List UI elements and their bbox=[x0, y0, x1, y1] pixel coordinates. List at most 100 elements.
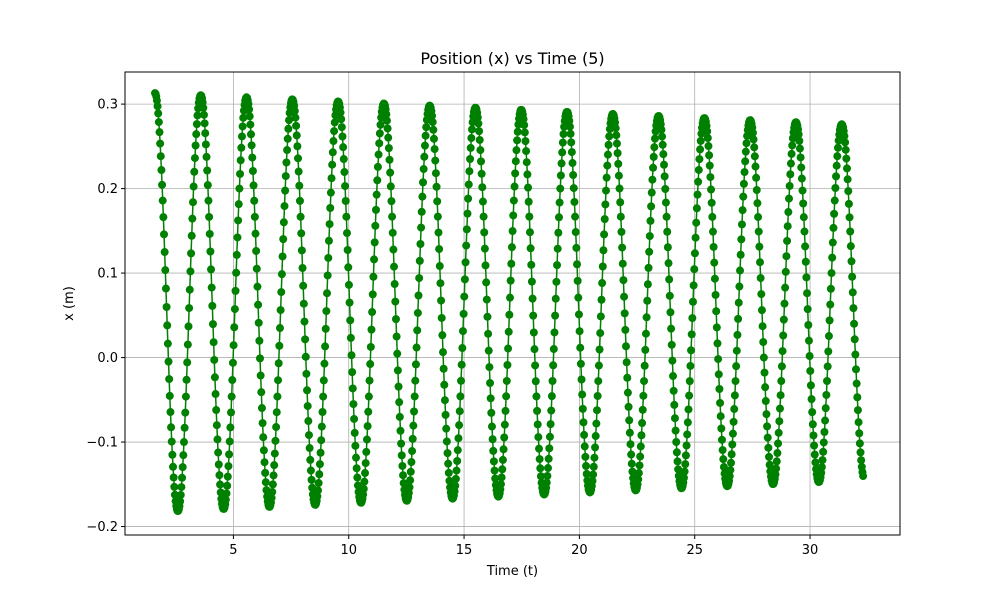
data-point bbox=[749, 135, 758, 144]
data-point bbox=[431, 169, 440, 178]
data-point bbox=[634, 469, 643, 478]
data-point bbox=[773, 449, 782, 458]
data-point bbox=[833, 143, 842, 152]
data-point bbox=[491, 474, 500, 483]
data-point bbox=[209, 338, 218, 347]
data-point bbox=[226, 423, 235, 432]
data-point bbox=[520, 128, 529, 137]
data-point bbox=[801, 242, 810, 251]
data-point bbox=[370, 255, 379, 264]
data-point bbox=[753, 199, 762, 208]
data-point bbox=[340, 168, 349, 177]
data-point bbox=[273, 392, 282, 401]
data-point bbox=[578, 390, 587, 399]
data-point bbox=[620, 292, 629, 301]
data-point bbox=[804, 320, 813, 329]
data-point bbox=[776, 391, 785, 400]
data-point bbox=[785, 181, 794, 190]
data-point bbox=[589, 462, 598, 471]
data-point bbox=[841, 145, 850, 154]
data-point bbox=[161, 284, 170, 293]
data-point bbox=[690, 265, 699, 274]
data-point bbox=[228, 358, 237, 367]
data-point bbox=[502, 376, 511, 385]
x-tick-label: 20 bbox=[571, 543, 588, 558]
data-point bbox=[166, 408, 175, 417]
data-point bbox=[634, 475, 643, 484]
data-point bbox=[811, 458, 820, 467]
data-point bbox=[163, 339, 172, 348]
data-point bbox=[339, 143, 348, 152]
data-point bbox=[433, 212, 442, 221]
data-point bbox=[714, 370, 723, 379]
data-point bbox=[307, 475, 316, 484]
data-point bbox=[506, 293, 515, 302]
data-point bbox=[522, 147, 531, 156]
data-point bbox=[489, 446, 498, 455]
data-point bbox=[154, 118, 163, 127]
data-point bbox=[382, 110, 391, 119]
data-point bbox=[728, 429, 737, 438]
data-point bbox=[301, 335, 310, 344]
data-point bbox=[489, 457, 498, 466]
data-point bbox=[458, 344, 467, 353]
data-point bbox=[803, 289, 812, 298]
data-point bbox=[639, 391, 648, 400]
data-point bbox=[228, 376, 237, 385]
data-point bbox=[383, 124, 392, 133]
data-point bbox=[600, 230, 609, 239]
data-point bbox=[556, 184, 565, 193]
data-point bbox=[303, 402, 312, 411]
data-point bbox=[834, 136, 843, 145]
data-point bbox=[442, 437, 451, 446]
data-point bbox=[820, 428, 829, 437]
data-point bbox=[330, 118, 339, 127]
data-point bbox=[305, 444, 314, 453]
data-point bbox=[710, 274, 719, 283]
data-point bbox=[520, 121, 529, 130]
data-point bbox=[443, 449, 452, 458]
data-point bbox=[480, 228, 489, 237]
data-point bbox=[415, 274, 424, 283]
data-point bbox=[390, 280, 399, 289]
y-axis-label: x (m) bbox=[62, 286, 77, 321]
data-point bbox=[671, 426, 680, 435]
data-point bbox=[156, 152, 165, 161]
data-point bbox=[413, 326, 422, 335]
data-point bbox=[752, 186, 761, 195]
data-point bbox=[342, 212, 351, 221]
data-point bbox=[714, 355, 723, 364]
data-point bbox=[429, 134, 438, 143]
data-point bbox=[533, 406, 542, 415]
data-point bbox=[687, 346, 696, 355]
data-point bbox=[367, 325, 376, 334]
data-point bbox=[165, 375, 174, 384]
data-point bbox=[534, 433, 543, 442]
data-point bbox=[844, 199, 853, 208]
data-point bbox=[431, 156, 440, 165]
data-point bbox=[428, 111, 437, 120]
data-point bbox=[451, 481, 460, 490]
data-point bbox=[473, 113, 482, 122]
data-point bbox=[326, 203, 335, 212]
data-point bbox=[828, 253, 837, 262]
data-point bbox=[199, 103, 208, 112]
data-point bbox=[535, 455, 544, 464]
data-point bbox=[348, 384, 357, 393]
data-point bbox=[155, 128, 164, 137]
data-point bbox=[347, 351, 356, 360]
data-point bbox=[160, 248, 169, 257]
data-point bbox=[212, 421, 221, 430]
data-point bbox=[828, 238, 837, 247]
data-point bbox=[850, 335, 859, 344]
data-point bbox=[214, 460, 223, 469]
data-point bbox=[435, 245, 444, 254]
data-point bbox=[297, 229, 306, 238]
data-point bbox=[708, 227, 717, 236]
data-point bbox=[819, 447, 828, 456]
data-point bbox=[440, 380, 449, 389]
data-point bbox=[496, 480, 505, 489]
data-point bbox=[181, 392, 190, 401]
data-point bbox=[551, 294, 560, 303]
data-point bbox=[269, 471, 278, 480]
